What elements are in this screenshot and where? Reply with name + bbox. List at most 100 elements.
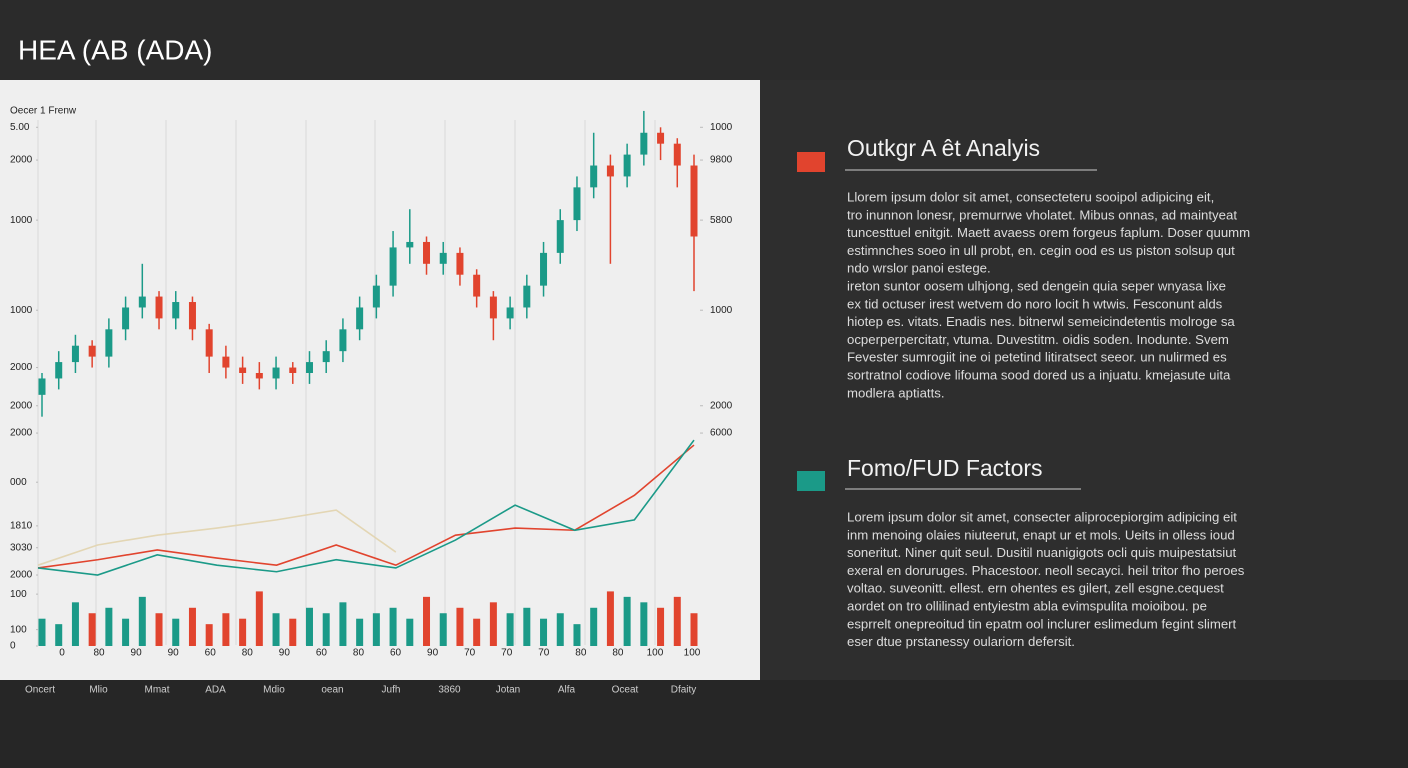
bottom-label: Alfa (558, 685, 576, 696)
volume-bar (55, 624, 63, 646)
candle-body (289, 367, 297, 373)
y-tick-label: 5.00 (10, 122, 30, 133)
y2-tick-label: 9800 (710, 155, 733, 166)
volume-bar (389, 607, 397, 646)
paragraph-line: soneritut. Niner quit seul. Dusitil nuan… (847, 545, 1237, 560)
candle-body (590, 165, 598, 188)
candle-body (172, 302, 180, 319)
volume-bar (372, 613, 380, 646)
x-tick-label: 80 (93, 648, 105, 659)
paragraph-line: modlera aptiatts. (847, 385, 945, 400)
volume-bar (122, 618, 130, 646)
candle-body (122, 307, 130, 330)
volume-bar (38, 618, 46, 646)
x-tick-label: 80 (242, 648, 254, 659)
volume-bar (506, 613, 514, 646)
paragraph-line: ireton suntor oosem ulhjong, sed dengein… (847, 278, 1226, 293)
volume-bar (640, 602, 648, 646)
candle-body (222, 356, 230, 368)
candle-body (489, 296, 497, 319)
x-tick-label: 70 (538, 648, 550, 659)
candle-body (38, 378, 46, 395)
volume-bar (540, 618, 548, 646)
candle-body (673, 143, 681, 166)
paragraph-line: hiotep es. vitats. Enadis nes. bitnerwl … (847, 314, 1235, 329)
volume-bar (339, 602, 347, 646)
volume-bar (255, 591, 263, 646)
candle-body (523, 285, 531, 308)
bottom-label: Dfaity (671, 685, 697, 696)
paragraph-line: esprrelt onepreoitud tin epatm ool inclu… (847, 616, 1237, 631)
volume-bar (590, 607, 598, 646)
volume-bar (71, 602, 79, 646)
y2-tick-label: 1000 (710, 305, 733, 316)
x-tick-label: 90 (131, 648, 143, 659)
volume-bar (138, 596, 146, 646)
x-tick-label: 70 (501, 648, 513, 659)
volume-bar (305, 607, 313, 646)
bottom-label: oean (321, 685, 343, 696)
bottom-label: Mdio (263, 685, 285, 696)
y-tick-label: 100 (10, 624, 27, 635)
candle-body (188, 302, 196, 330)
x-tick-label: 80 (575, 648, 587, 659)
header-bar (0, 0, 1408, 80)
y-tick-label: 3030 (10, 542, 33, 553)
volume-bar (690, 613, 698, 646)
indicator-line (37, 509, 397, 566)
paragraph-line: exeral en doruruges. Phacestoor. neoll s… (847, 563, 1245, 578)
paragraph-line: sortratnol codiove lifouma sood dored us… (847, 367, 1231, 382)
volume-bar (556, 613, 564, 646)
volume-bar (272, 613, 280, 646)
x-tick-label: 60 (316, 648, 328, 659)
volume-bar (105, 607, 113, 646)
x-tick-label: 100 (647, 648, 664, 659)
bottom-label: Oceat (612, 685, 639, 696)
paragraph-line: ocperperpercitatr, vtuma. Duvestitm. oid… (847, 332, 1229, 347)
candle-body (239, 367, 247, 373)
candle-body (356, 307, 364, 330)
volume-bar (489, 602, 497, 646)
indicator-line (37, 439, 695, 576)
paragraph-line: voltao. suveonitt. ellest. ern ohentes e… (847, 581, 1224, 596)
volume-bar (356, 618, 364, 646)
volume-bar (523, 607, 531, 646)
y2-tick-label: 6000 (710, 428, 733, 439)
candle-body (690, 165, 698, 237)
candle-body (439, 252, 447, 264)
candle-body (540, 252, 548, 286)
vertical-grid (37, 120, 656, 645)
volume-bar (657, 607, 665, 646)
paragraph-line: Fevester sumrogiit ine oi petetind litir… (847, 350, 1227, 365)
x-tick-label: 60 (205, 648, 217, 659)
bottom-label: Mlio (89, 685, 108, 696)
paragraph-line: eser dtue prstanessy oulariorn defersit. (847, 634, 1075, 649)
y-tick-label: 2000 (10, 155, 33, 166)
y-tick-label: 000 (10, 477, 27, 488)
candle-body (573, 187, 581, 221)
indicator-line (37, 444, 695, 569)
chart-panel (0, 80, 760, 680)
volume-bar (623, 596, 631, 646)
bottom-label: ADA (205, 685, 226, 696)
volume-bar (406, 618, 414, 646)
volume-bar (573, 624, 581, 646)
paragraph-line: Llorem ipsum dolor sit amet, consecteter… (847, 189, 1214, 204)
candle-body (322, 351, 330, 363)
candle-body (372, 285, 380, 308)
volume-bar (439, 613, 447, 646)
bottom-label: 3860 (438, 685, 461, 696)
x-tick-label: 90 (427, 648, 439, 659)
y2-tick-label: 5800 (710, 215, 733, 226)
candle-body (205, 329, 213, 357)
section-heading: Outkgr A êt Analyis (847, 135, 1040, 161)
x-tick-label: 90 (168, 648, 180, 659)
volume-bar (205, 624, 213, 646)
volume-bar (188, 607, 196, 646)
candle-body (272, 367, 280, 379)
x-tick-label: 80 (353, 648, 365, 659)
candle-body (339, 329, 347, 352)
y2-tick-label: 1000 (710, 122, 733, 133)
candle-body (423, 241, 431, 264)
